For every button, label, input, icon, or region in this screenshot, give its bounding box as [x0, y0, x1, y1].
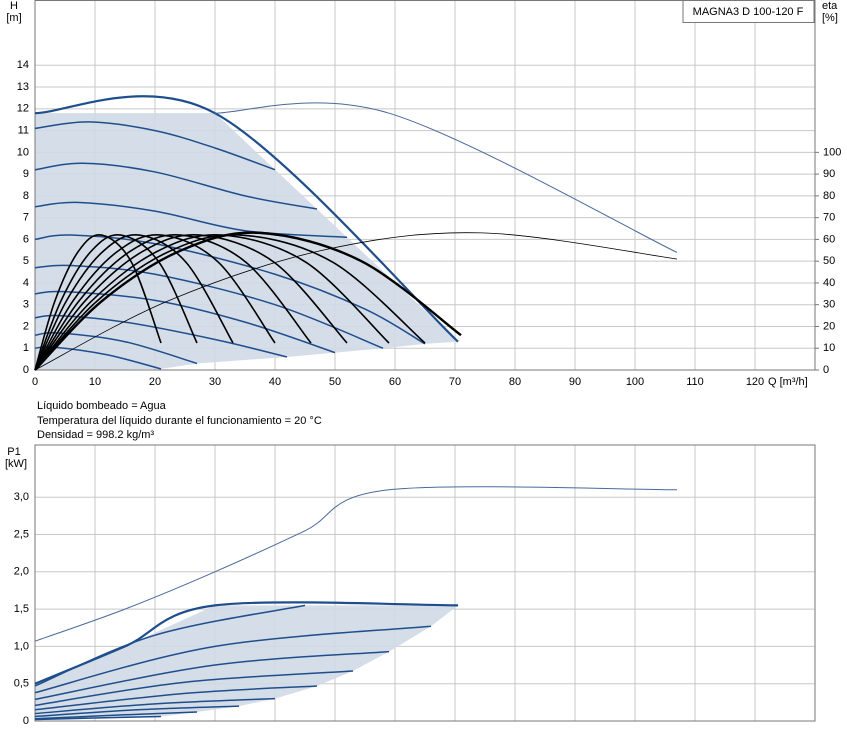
- curve: [34, 233, 162, 371]
- curve: [34, 697, 276, 715]
- y-tick-label: 11: [18, 124, 29, 136]
- y-tick-label: 5: [23, 255, 29, 267]
- x-tick-label: 110: [686, 376, 704, 388]
- y2-tick-label: 100: [823, 146, 841, 158]
- curve: [34, 233, 348, 371]
- y2-tick-label: 0: [823, 364, 829, 376]
- y-axis-unit: [m]: [6, 12, 21, 24]
- curve: [34, 232, 678, 371]
- chart-title: MAGNA3 D 100-120 F: [693, 6, 804, 18]
- y2-tick-label: 30: [823, 299, 835, 311]
- curve: [34, 650, 390, 701]
- y-tick-label: 12: [17, 103, 29, 115]
- y-tick-label: 10: [17, 146, 29, 158]
- curve: [34, 486, 678, 642]
- curve: [34, 233, 234, 371]
- y2-axis-label: eta: [822, 0, 838, 12]
- curve: [34, 95, 459, 343]
- x-tick-label: 90: [569, 376, 581, 388]
- y-tick-label: 0: [23, 364, 29, 376]
- y2-axis-unit: [%]: [822, 12, 838, 24]
- y-tick-label: 14: [17, 59, 29, 71]
- note: Líquido bombeado = Agua: [37, 400, 167, 412]
- operating-area: [35, 605, 458, 720]
- y-axis-unit: [kW]: [5, 458, 27, 470]
- y-axis-label: H: [10, 0, 18, 12]
- y-axis-label: P1: [7, 446, 20, 458]
- y2-tick-label: 70: [823, 212, 835, 224]
- curve: [34, 711, 198, 720]
- curve: [34, 234, 426, 345]
- y2-tick-label: 10: [823, 342, 835, 354]
- y2-tick-label: 80: [823, 190, 835, 202]
- curve: [34, 670, 354, 707]
- x-tick-label: 60: [389, 376, 401, 388]
- x-tick-label: 120: [746, 376, 764, 388]
- curve: [34, 233, 426, 371]
- y-tick-label: 3: [23, 299, 29, 311]
- y2-tick-label: 20: [823, 320, 835, 332]
- y-tick-label: 1: [23, 342, 29, 354]
- y-tick-label: 2,5: [14, 528, 29, 540]
- y-tick-label: 1,0: [14, 640, 29, 652]
- curve: [34, 625, 432, 694]
- curve: [34, 290, 336, 354]
- y-tick-label: 6: [23, 233, 29, 245]
- curve: [34, 715, 162, 721]
- curve: [34, 332, 198, 365]
- curve: [34, 264, 384, 349]
- y-tick-label: 7: [23, 212, 29, 224]
- curve: [34, 231, 462, 371]
- x-tick-label: 10: [89, 376, 101, 388]
- y-tick-label: 9: [23, 168, 29, 180]
- curve: [34, 685, 318, 711]
- curve: [34, 604, 306, 687]
- curve: [34, 705, 240, 718]
- title-box: [682, 0, 815, 23]
- y-tick-label: 0: [23, 715, 29, 727]
- curve: [34, 201, 348, 238]
- y2-tick-label: 40: [823, 277, 835, 289]
- plot-frame: [34, 0, 816, 371]
- y-tick-label: 3,0: [14, 491, 29, 503]
- curve: [34, 121, 276, 171]
- curve: [34, 233, 312, 371]
- curve: [34, 233, 390, 371]
- y2-tick-label: 50: [823, 255, 835, 267]
- y-tick-label: 0,5: [14, 678, 29, 690]
- y-tick-label: 8: [23, 190, 29, 202]
- x-tick-label: 40: [269, 376, 281, 388]
- operating-area: [35, 113, 458, 371]
- y2-tick-label: 90: [823, 168, 835, 180]
- y-tick-label: 2,0: [14, 566, 29, 578]
- y-tick-label: 4: [23, 277, 29, 289]
- note: Densidad = 998.2 kg/m³: [37, 429, 154, 441]
- curve: [34, 233, 276, 371]
- y-tick-label: 13: [17, 81, 29, 93]
- y-tick-label: 2: [23, 320, 29, 332]
- curve: [34, 162, 318, 210]
- curve: [214, 102, 678, 253]
- x-tick-label: 80: [509, 376, 521, 388]
- note: Temperatura del líquido durante el funci…: [37, 415, 322, 427]
- y2-tick-label: 60: [823, 233, 835, 245]
- x-axis-label: Q [m³/h]: [768, 376, 808, 388]
- y-tick-label: 1,5: [14, 603, 29, 615]
- x-tick-label: 50: [329, 376, 341, 388]
- x-tick-label: 20: [149, 376, 161, 388]
- x-tick-label: 30: [209, 376, 221, 388]
- plot-frame: [34, 444, 816, 722]
- x-tick-label: 70: [449, 376, 461, 388]
- curve: [34, 233, 198, 371]
- x-tick-label: 100: [626, 376, 644, 388]
- x-tick-label: 0: [32, 376, 38, 388]
